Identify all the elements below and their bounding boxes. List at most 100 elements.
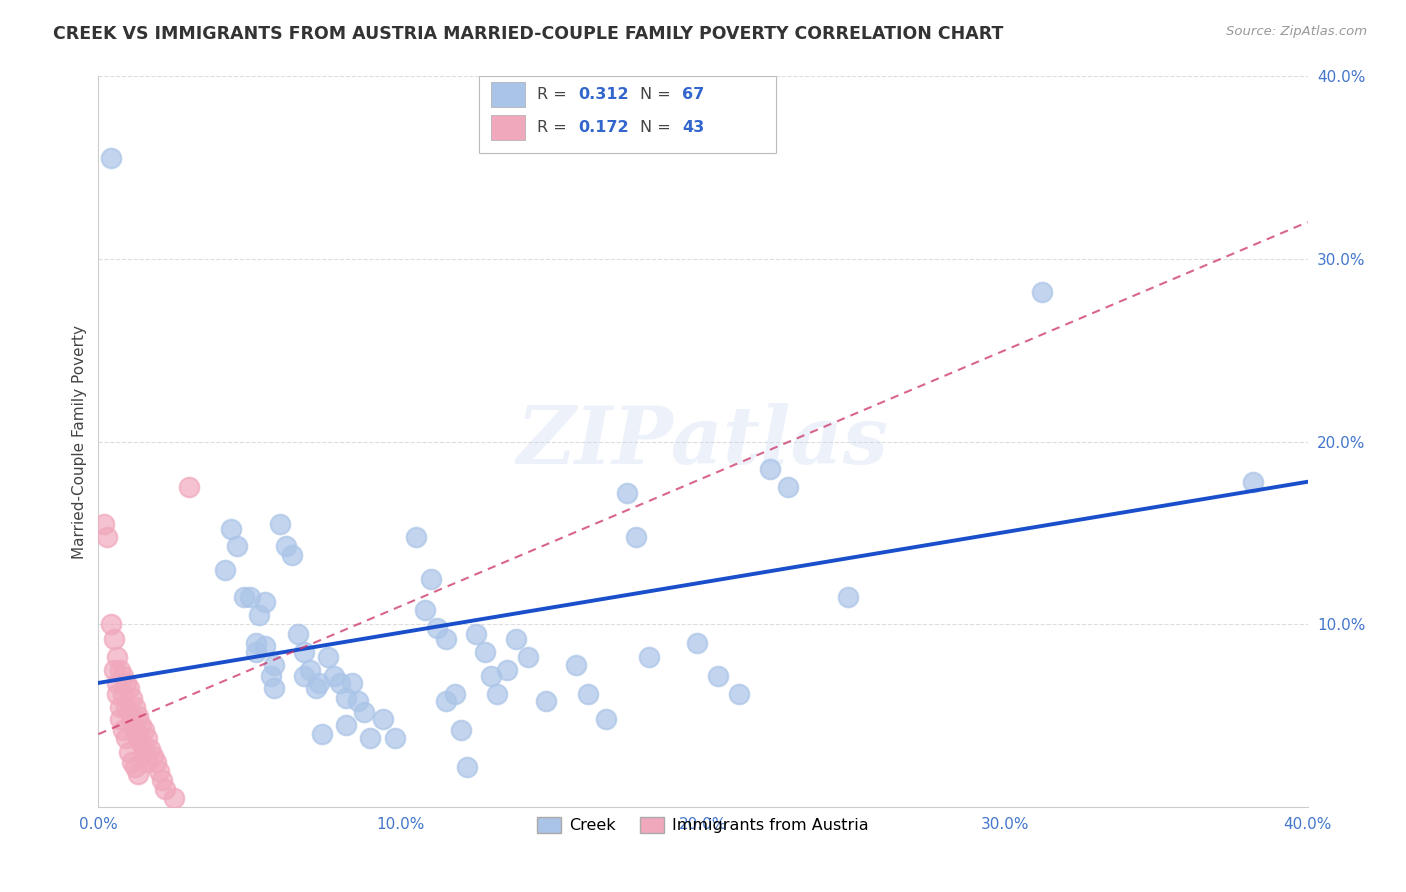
Point [226,539,249,553]
Point [329,676,352,690]
Point [114,676,136,690]
Point [274,539,297,553]
Point [135,731,157,745]
Text: N =: N = [640,87,671,103]
Point [100,617,122,632]
Point [135,755,157,769]
Point [114,699,136,714]
Point [292,668,315,682]
Text: 0.172: 0.172 [578,120,628,136]
Point [179,480,201,494]
Point [505,632,527,646]
Point [426,621,449,635]
Point [118,746,141,760]
Point [214,563,236,577]
Text: R =: R = [537,87,567,103]
Text: Source: ZipAtlas.com: Source: ZipAtlas.com [1226,25,1367,38]
Point [534,694,557,708]
Point [153,781,176,797]
Point [347,694,370,708]
Point [142,749,165,764]
Point [353,705,375,719]
Point [148,764,170,778]
Point [707,668,730,682]
Point [108,663,131,677]
Point [245,645,267,659]
Point [132,746,155,760]
Point [576,687,599,701]
Point [93,516,115,531]
Point [281,548,304,562]
Point [323,668,346,682]
Point [305,681,328,696]
Point [420,572,443,586]
Point [758,462,780,476]
Point [108,713,131,727]
Point [105,676,128,690]
Point [384,731,406,745]
Point [465,626,488,640]
Point [371,713,394,727]
Point [100,151,122,165]
Point [413,603,436,617]
Point [495,663,517,677]
Point [450,723,472,738]
Point [287,626,309,640]
Point [150,772,173,787]
Y-axis label: Married-Couple Family Poverty: Married-Couple Family Poverty [72,325,87,558]
Point [127,708,149,723]
Point [247,608,270,623]
Point [253,640,276,654]
Point [124,699,146,714]
Point [124,723,146,738]
Point [124,760,146,774]
Point [108,699,131,714]
Point [127,767,149,781]
Point [127,731,149,745]
Point [263,657,285,672]
Point [565,657,588,672]
Text: 0.312: 0.312 [578,87,628,103]
Point [232,590,254,604]
Point [103,663,125,677]
Text: N =: N = [640,120,671,136]
Point [335,690,357,705]
Point [311,727,333,741]
Point [129,736,152,750]
Point [637,650,659,665]
Point [269,516,291,531]
Point [263,681,285,696]
Point [118,705,141,719]
Point [121,713,143,727]
Point [96,530,118,544]
Bar [492,114,526,140]
FancyBboxPatch shape [479,76,776,153]
Point [239,590,262,604]
Point [516,650,538,665]
Text: 67: 67 [682,87,704,103]
Point [103,632,125,646]
Point [405,530,427,544]
Point [434,694,457,708]
Point [837,590,859,604]
Point [616,485,638,500]
Point [728,687,751,701]
Point [595,713,617,727]
Point [139,741,162,756]
Point [221,522,243,536]
Point [111,668,134,682]
Point [292,645,315,659]
Legend: Creek, Immigrants from Austria: Creek, Immigrants from Austria [531,810,875,839]
Point [260,668,283,682]
Point [456,760,478,774]
Point [299,663,322,677]
Point [486,687,509,701]
Point [114,731,136,745]
Point [105,650,128,665]
Point [335,718,357,732]
Point [360,731,382,745]
Point [1031,285,1053,299]
Point [481,668,503,682]
Text: CREEK VS IMMIGRANTS FROM AUSTRIA MARRIED-COUPLE FAMILY POVERTY CORRELATION CHART: CREEK VS IMMIGRANTS FROM AUSTRIA MARRIED… [53,25,1004,43]
Point [626,530,648,544]
